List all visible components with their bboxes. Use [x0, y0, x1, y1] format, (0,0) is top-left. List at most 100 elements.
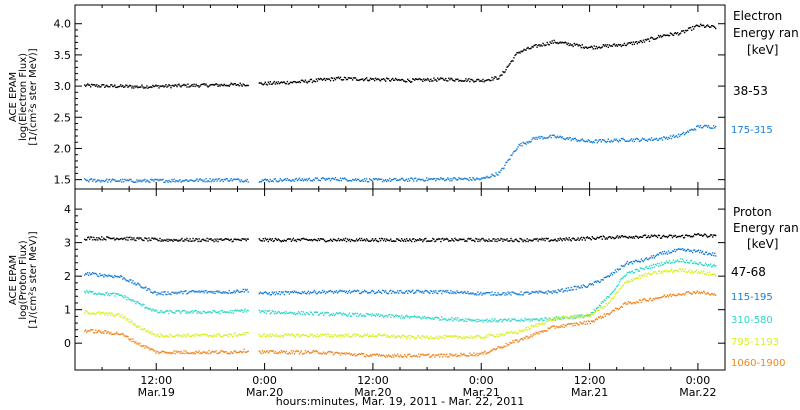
electron-point: [317, 179, 320, 181]
proton-point: [139, 325, 141, 328]
proton-point: [134, 239, 136, 241]
electron-point: [549, 134, 551, 137]
proton-point: [106, 236, 108, 238]
electron-point: [605, 45, 607, 48]
proton-point: [564, 290, 566, 292]
electron-point: [659, 137, 662, 140]
proton-point: [697, 249, 700, 251]
proton-point: [380, 292, 383, 294]
proton-point: [592, 284, 594, 286]
proton-point: [472, 354, 474, 357]
proton-point: [650, 299, 653, 302]
proton-point: [473, 352, 475, 354]
proton-point: [467, 238, 469, 240]
electron-point: [283, 81, 285, 83]
proton-point: [541, 237, 543, 240]
electron-point: [294, 178, 297, 180]
electron-point: [448, 178, 450, 180]
proton-point: [362, 352, 365, 355]
electron-point: [663, 34, 666, 36]
electron-point: [341, 79, 344, 81]
proton-point: [542, 331, 544, 333]
proton-point: [658, 263, 661, 265]
electron-point: [149, 181, 151, 184]
proton-point: [705, 264, 708, 266]
proton-point: [511, 291, 513, 293]
electron-point: [443, 79, 445, 81]
proton-point: [661, 264, 664, 266]
proton-point: [411, 290, 413, 293]
proton-point: [175, 239, 177, 241]
proton-point: [323, 312, 326, 315]
proton-point: [393, 240, 395, 242]
electron-point: [447, 177, 449, 179]
proton-point: [217, 333, 219, 336]
proton-point: [161, 291, 163, 293]
proton-point: [575, 288, 577, 291]
proton-point: [420, 337, 422, 340]
proton-point: [410, 316, 412, 318]
proton-point: [552, 317, 554, 319]
proton-point: [428, 316, 430, 319]
electron-point: [674, 135, 677, 138]
proton-point: [682, 260, 685, 262]
proton-point: [222, 239, 224, 241]
proton-point: [620, 305, 623, 308]
electron-point: [245, 84, 247, 87]
proton-point: [475, 237, 477, 240]
proton-point: [280, 335, 282, 337]
proton-point: [320, 238, 323, 240]
proton-point: [145, 306, 147, 308]
proton-point: [143, 287, 145, 289]
proton-point: [668, 260, 671, 262]
proton-point: [712, 273, 714, 275]
proton-point: [656, 236, 659, 239]
electron-point: [368, 178, 371, 180]
electron-point: [284, 82, 286, 85]
proton-point: [219, 238, 221, 241]
proton-point: [515, 332, 517, 334]
electron-point: [705, 124, 708, 127]
proton-point: [409, 337, 411, 340]
electron-point: [645, 39, 648, 41]
electron-point: [366, 79, 369, 81]
proton-point: [688, 262, 691, 264]
proton-point: [160, 333, 162, 335]
electron-point: [660, 137, 663, 139]
proton-point: [151, 331, 153, 333]
proton-point: [247, 238, 249, 240]
electron-panel: 1.52.02.53.03.54.0 ACE EPAM log(Electron …: [8, 4, 799, 190]
proton-point: [546, 330, 548, 332]
proton-point: [353, 289, 356, 292]
proton-point: [479, 320, 481, 322]
electron-point: [486, 175, 488, 178]
proton-point: [180, 334, 182, 337]
proton-point: [354, 355, 357, 357]
proton-point: [95, 313, 97, 315]
proton-point: [107, 236, 109, 238]
proton-point: [445, 290, 447, 292]
electron-point: [112, 178, 114, 180]
proton-point: [513, 240, 515, 242]
proton-point: [488, 292, 490, 294]
proton-point: [447, 319, 449, 322]
proton-point: [204, 290, 206, 292]
proton-point: [508, 293, 510, 295]
proton-point: [119, 238, 121, 240]
electron-point: [264, 178, 266, 180]
proton-point: [105, 312, 107, 314]
proton-point: [674, 234, 677, 237]
electron-point: [617, 43, 620, 46]
proton-point: [522, 319, 524, 321]
proton-point: [157, 239, 159, 242]
proton-point: [624, 301, 627, 304]
proton-point: [404, 335, 406, 337]
proton-point: [707, 264, 710, 266]
proton-point: [505, 319, 507, 321]
electron-point: [431, 178, 433, 180]
electron-point: [233, 83, 235, 85]
proton-point: [491, 291, 493, 293]
proton-point: [545, 291, 547, 293]
proton-point: [154, 237, 156, 239]
proton-point: [312, 291, 315, 293]
